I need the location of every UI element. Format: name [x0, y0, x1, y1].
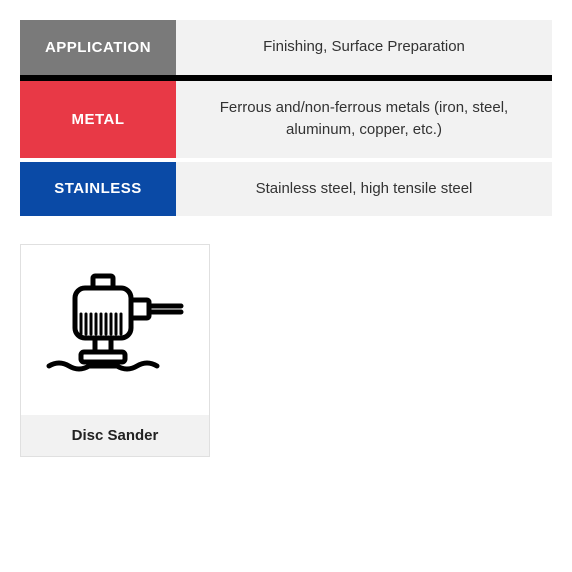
spec-row-metal: METAL Ferrous and/non-ferrous metals (ir… [20, 81, 552, 158]
spec-label-stainless: STAINLESS [20, 162, 176, 217]
spec-label-metal: METAL [20, 81, 176, 158]
spec-value-metal: Ferrous and/non-ferrous metals (iron, st… [176, 81, 552, 158]
tool-caption: Disc Sander [21, 415, 209, 456]
tool-image-container [21, 245, 209, 415]
spec-row-application: APPLICATION Finishing, Surface Preparati… [20, 20, 552, 75]
spec-table: APPLICATION Finishing, Surface Preparati… [20, 20, 552, 216]
spec-label-application: APPLICATION [20, 20, 176, 75]
tool-card: Disc Sander [20, 244, 210, 457]
spec-row-stainless: STAINLESS Stainless steel, high tensile … [20, 162, 552, 217]
spec-value-stainless: Stainless steel, high tensile steel [176, 162, 552, 217]
disc-sander-icon [45, 270, 185, 390]
spec-value-application: Finishing, Surface Preparation [176, 20, 552, 75]
